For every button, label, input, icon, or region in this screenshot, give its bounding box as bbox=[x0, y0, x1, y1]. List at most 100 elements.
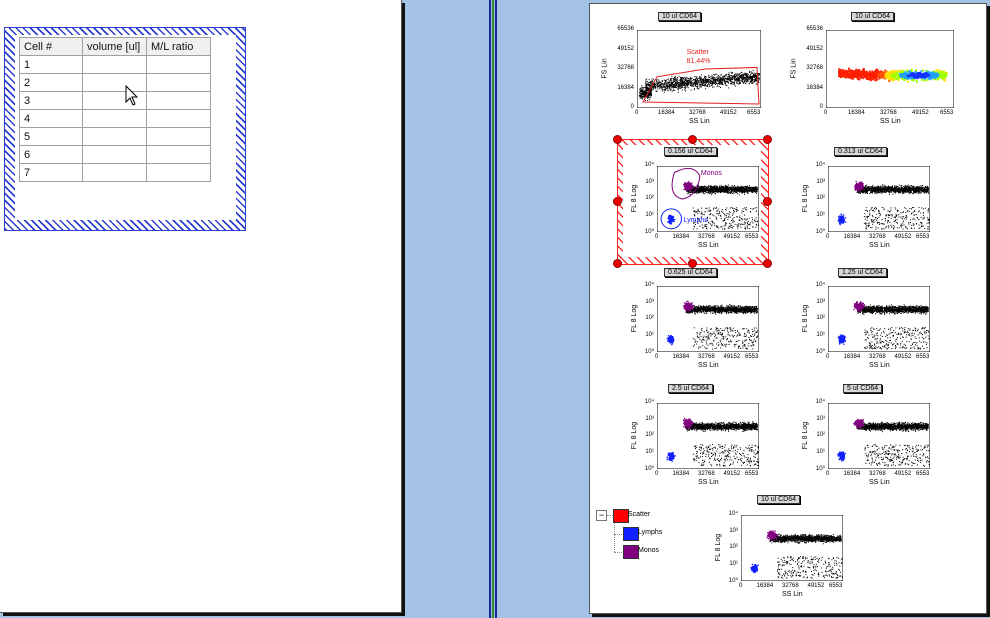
resize-handle[interactable] bbox=[688, 259, 697, 268]
cell-ml-ratio[interactable] bbox=[146, 55, 211, 74]
table-row[interactable]: 6 bbox=[19, 145, 211, 164]
legend-swatch-scatter bbox=[613, 509, 629, 523]
resize-handle[interactable] bbox=[763, 259, 772, 268]
cell-number[interactable]: 5 bbox=[19, 127, 83, 146]
cell-ml-ratio[interactable] bbox=[146, 73, 211, 92]
collapse-toggle-icon[interactable]: − bbox=[596, 510, 607, 521]
dot-plot-3[interactable]: Monos Lymphs bbox=[657, 166, 759, 232]
y-tick-label: 10² bbox=[729, 544, 738, 550]
x-tick-label: 0 bbox=[826, 234, 830, 240]
x-tick-label: 6553 bbox=[745, 234, 759, 240]
plot-title[interactable]: 1.25 ul CD64 bbox=[838, 268, 887, 277]
resize-handle[interactable] bbox=[613, 135, 622, 144]
plot-title[interactable]: 10 ul CD64 bbox=[658, 12, 702, 21]
monos-gate[interactable] bbox=[671, 167, 701, 200]
column-header-volume[interactable]: volume [ul] bbox=[82, 37, 147, 56]
cell-ml-ratio[interactable] bbox=[146, 127, 211, 146]
y-axis-label: FL 8 Log bbox=[802, 184, 810, 213]
y-tick-label: 0 bbox=[630, 104, 634, 110]
cell-ml-ratio[interactable] bbox=[146, 145, 211, 164]
y-tick-label: 10² bbox=[816, 195, 825, 201]
plot-title[interactable]: 0.156 ul CD64 bbox=[664, 147, 717, 156]
legend-label-monos[interactable]: Monos bbox=[638, 547, 660, 554]
cell-number[interactable]: 3 bbox=[19, 91, 83, 110]
table-row[interactable]: 2 bbox=[19, 73, 211, 92]
x-axis-label: SS Lin bbox=[698, 362, 719, 369]
table-row[interactable]: 4 bbox=[19, 109, 211, 128]
x-tick-label: 0 bbox=[655, 354, 659, 360]
x-tick-label: 16384 bbox=[848, 110, 865, 116]
pane-splitter[interactable] bbox=[489, 0, 501, 618]
y-axis-label: FS Lin bbox=[601, 58, 609, 79]
plot-title[interactable]: 10 ul CD64 bbox=[757, 495, 801, 504]
y-tick-label: 10⁰ bbox=[815, 466, 825, 472]
column-header-ml-ratio[interactable]: M/L ratio bbox=[146, 37, 211, 56]
x-tick-label: 49152 bbox=[894, 354, 912, 360]
y-tick-label: 10⁴ bbox=[644, 282, 654, 288]
cell-number[interactable]: 1 bbox=[19, 55, 83, 74]
y-axis-label: FL 8 Log bbox=[631, 421, 639, 450]
x-tick-label: 6553 bbox=[940, 110, 954, 116]
cell-volume[interactable] bbox=[82, 109, 147, 128]
plot-title[interactable]: 2.5 ul CD64 bbox=[668, 384, 713, 393]
gate-legend-tree[interactable]: − Scatter Lymphs Monos bbox=[596, 508, 716, 568]
cell-volume[interactable] bbox=[82, 127, 147, 146]
cell-volume[interactable] bbox=[82, 145, 147, 164]
mouse-pointer-icon bbox=[125, 85, 139, 106]
y-axis-label: FL 8 Log bbox=[715, 533, 723, 562]
cell-number[interactable]: 4 bbox=[19, 109, 83, 128]
cell-number[interactable]: 7 bbox=[19, 163, 83, 182]
x-tick-label: 6553 bbox=[745, 354, 759, 360]
table-row[interactable]: 1 bbox=[19, 55, 211, 74]
resize-handle[interactable] bbox=[688, 135, 697, 144]
gate-label-monos: Monos bbox=[701, 170, 723, 177]
dot-plot-4[interactable] bbox=[828, 166, 930, 232]
cell-number[interactable]: 6 bbox=[19, 145, 83, 164]
resize-handle[interactable] bbox=[763, 135, 772, 144]
resize-handle[interactable] bbox=[613, 259, 622, 268]
cell-volume[interactable] bbox=[82, 163, 147, 182]
dot-plot-2[interactable] bbox=[826, 30, 954, 108]
column-header-cell-number[interactable]: Cell # bbox=[19, 37, 83, 56]
dot-plot-6[interactable] bbox=[828, 286, 930, 352]
y-axis-label: FS Lin bbox=[790, 58, 798, 79]
x-tick-label: 49152 bbox=[894, 471, 912, 477]
cell-ml-ratio[interactable] bbox=[146, 163, 211, 182]
y-tick-label: 10¹ bbox=[645, 211, 654, 218]
dot-plot-9[interactable] bbox=[741, 515, 843, 581]
cell-ml-ratio[interactable] bbox=[146, 91, 211, 110]
resize-handle[interactable] bbox=[613, 197, 622, 206]
y-tick-label: 10⁴ bbox=[815, 162, 825, 168]
dot-plot-1[interactable]: Scatter 81.44% bbox=[637, 30, 761, 108]
cell-ml-ratio[interactable] bbox=[146, 109, 211, 128]
plot-title[interactable]: 5 ul CD64 bbox=[843, 384, 883, 393]
x-tick-label: 32768 bbox=[689, 110, 706, 116]
legend-label-lymphs[interactable]: Lymphs bbox=[638, 529, 663, 536]
y-tick-label: 10¹ bbox=[816, 211, 825, 218]
plot-title[interactable]: 0.313 ul CD64 bbox=[834, 147, 887, 156]
dot-plot-7[interactable] bbox=[657, 403, 759, 469]
table-row[interactable]: 3 bbox=[19, 91, 211, 110]
plot-title[interactable]: 0.625 ul CD64 bbox=[664, 268, 717, 277]
dot-plot-8[interactable] bbox=[828, 403, 930, 469]
legend-label-scatter[interactable]: Scatter bbox=[628, 511, 651, 518]
scatter-gate[interactable] bbox=[642, 66, 760, 105]
table-row[interactable]: 5 bbox=[19, 127, 211, 146]
cell-number[interactable]: 2 bbox=[19, 73, 83, 92]
dot-plot-5[interactable] bbox=[657, 286, 759, 352]
resize-handle[interactable] bbox=[763, 197, 772, 206]
table-row[interactable]: 7 bbox=[19, 163, 211, 182]
cell-volume[interactable] bbox=[82, 55, 147, 74]
lymphs-gate[interactable] bbox=[660, 208, 682, 230]
y-tick-label: 10³ bbox=[645, 298, 654, 305]
x-tick-label: 49152 bbox=[807, 583, 825, 589]
x-tick-label: 0 bbox=[824, 110, 828, 116]
y-axis-label: FL 8 Log bbox=[802, 304, 810, 333]
plot-title[interactable]: 10 ul CD64 bbox=[851, 12, 895, 21]
x-axis-label: SS Lin bbox=[698, 242, 719, 249]
y-tick-label: 10¹ bbox=[645, 448, 654, 455]
y-tick-label: 10⁴ bbox=[644, 399, 654, 405]
x-tick-label: 32768 bbox=[698, 354, 715, 360]
